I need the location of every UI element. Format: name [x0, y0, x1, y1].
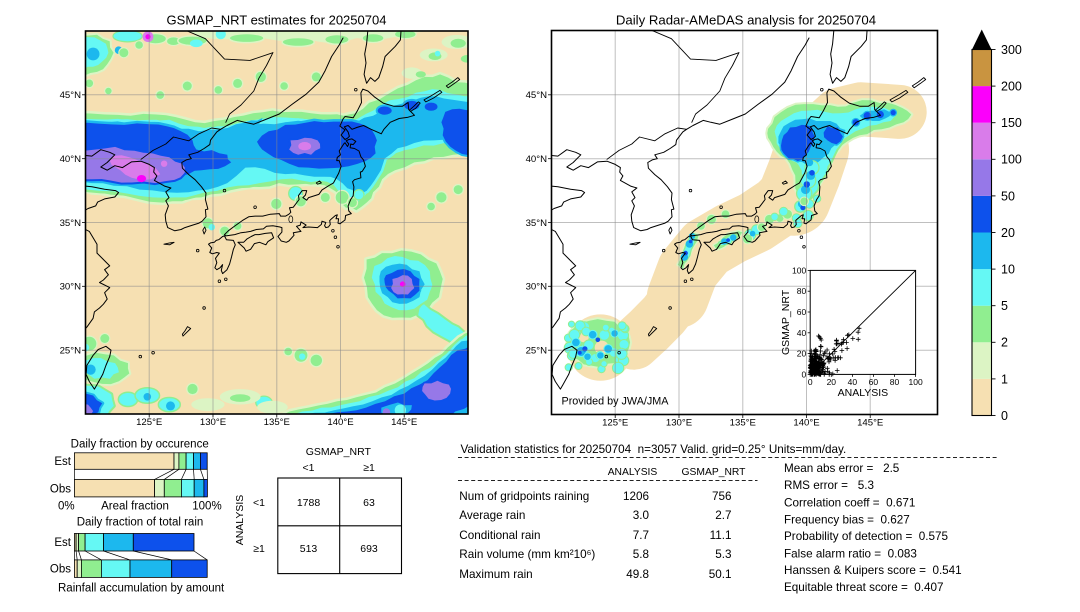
svg-text:5.8: 5.8	[633, 548, 649, 561]
svg-text:Daily Radar-AMeDAS analysis fo: Daily Radar-AMeDAS analysis for 20250704	[616, 13, 876, 28]
svg-text:Provided by JWA/JMA: Provided by JWA/JMA	[562, 396, 670, 408]
svg-text:0: 0	[1001, 409, 1008, 423]
svg-text:60: 60	[869, 377, 879, 387]
svg-text:Obs: Obs	[50, 484, 71, 496]
svg-text:ANALYSIS: ANALYSIS	[608, 467, 658, 478]
svg-text:Maximum rain: Maximum rain	[459, 568, 532, 581]
svg-text:693: 693	[360, 543, 378, 555]
svg-text:40: 40	[797, 328, 807, 338]
svg-text:1788: 1788	[297, 497, 321, 509]
svg-text:60: 60	[797, 307, 807, 317]
svg-text:Equitable threat score = 0.40: Equitable threat score = 0.407	[784, 581, 944, 594]
svg-text:Frequency bias = 0.627: Frequency bias = 0.627	[784, 513, 910, 526]
svg-text:Mean abs error = 2.5: Mean abs error = 2.5	[784, 462, 900, 475]
svg-text:10: 10	[1001, 263, 1015, 277]
svg-text:50: 50	[1001, 189, 1015, 203]
svg-text:Daily fraction by occurence: Daily fraction by occurence	[71, 439, 209, 451]
svg-text:3.0: 3.0	[633, 509, 650, 522]
svg-text:40: 40	[848, 377, 858, 387]
svg-text:ANALYSIS: ANALYSIS	[234, 495, 246, 546]
svg-text:145°E: 145°E	[857, 418, 883, 429]
svg-text:135°E: 135°E	[730, 418, 756, 429]
svg-text:200: 200	[1001, 80, 1022, 94]
svg-text:100: 100	[909, 377, 923, 387]
svg-text:80: 80	[797, 286, 807, 296]
svg-text:100: 100	[1001, 153, 1022, 167]
svg-text:130°E: 130°E	[666, 418, 692, 429]
svg-text:Est: Est	[54, 537, 71, 549]
svg-text:Correlation coeff = 0.671: Correlation coeff = 0.671	[784, 496, 915, 509]
svg-text:Conditional rain: Conditional rain	[459, 529, 540, 542]
svg-text:Average rain: Average rain	[459, 509, 525, 522]
svg-text:2: 2	[1001, 336, 1008, 350]
svg-text:≥1: ≥1	[363, 462, 375, 474]
svg-text:130°E: 130°E	[200, 417, 226, 428]
svg-text:ANALYSIS: ANALYSIS	[838, 387, 889, 399]
svg-text:7.7: 7.7	[633, 529, 649, 542]
svg-text:Probability of detection = 0.: Probability of detection = 0.575	[784, 530, 949, 543]
svg-text:Daily fraction of total rain: Daily fraction of total rain	[77, 517, 204, 529]
svg-text:35°N: 35°N	[60, 218, 82, 229]
svg-text:80: 80	[890, 377, 900, 387]
svg-text:<1: <1	[253, 497, 265, 509]
svg-text:40°N: 40°N	[526, 154, 548, 165]
svg-text:49.8: 49.8	[626, 568, 649, 581]
svg-text:GSMAP_NRT: GSMAP_NRT	[682, 467, 747, 478]
svg-text:False alarm ratio = 0.083: False alarm ratio = 0.083	[784, 547, 917, 560]
svg-text:63: 63	[363, 497, 375, 509]
svg-text:100: 100	[792, 265, 806, 275]
svg-text:RMS error = 5.3: RMS error = 5.3	[784, 479, 874, 492]
svg-text:756: 756	[712, 490, 732, 503]
svg-text:300: 300	[1001, 43, 1022, 57]
svg-text:25°N: 25°N	[60, 346, 82, 357]
svg-text:35°N: 35°N	[526, 218, 548, 229]
svg-text:25°N: 25°N	[526, 346, 548, 357]
svg-text:145°E: 145°E	[391, 417, 417, 428]
svg-text:513: 513	[300, 543, 318, 555]
svg-text:Rainfall accumulation by amoun: Rainfall accumulation by amount	[58, 583, 225, 595]
svg-text:45°N: 45°N	[60, 90, 82, 101]
svg-text:Est: Est	[54, 456, 71, 468]
svg-text:140°E: 140°E	[793, 418, 819, 429]
svg-text:20: 20	[797, 349, 807, 359]
svg-text:5: 5	[1001, 299, 1008, 313]
svg-text:125°E: 125°E	[602, 418, 628, 429]
svg-text:0: 0	[808, 377, 813, 387]
svg-text:125°E: 125°E	[136, 417, 162, 428]
svg-text:<1: <1	[303, 462, 315, 474]
svg-text:50.1: 50.1	[709, 568, 732, 581]
svg-text:30°N: 30°N	[60, 282, 82, 293]
svg-text:100%: 100%	[192, 501, 221, 513]
svg-text:≥1: ≥1	[253, 543, 265, 555]
svg-text:Validation statistics for 2025: Validation statistics for 20250704 n=305…	[461, 443, 847, 456]
svg-text:0%: 0%	[58, 501, 75, 513]
svg-text:30°N: 30°N	[526, 282, 548, 293]
svg-text:Obs: Obs	[50, 564, 71, 576]
svg-text:5.3: 5.3	[715, 548, 731, 561]
svg-text:GSMAP_NRT: GSMAP_NRT	[306, 446, 372, 458]
svg-text:Areal fraction: Areal fraction	[101, 501, 169, 513]
svg-text:20: 20	[827, 377, 837, 387]
svg-text:0: 0	[801, 369, 806, 379]
svg-text:40°N: 40°N	[60, 154, 82, 165]
svg-text:20: 20	[1001, 226, 1015, 240]
svg-text:140°E: 140°E	[327, 417, 353, 428]
svg-text:1206: 1206	[623, 490, 649, 503]
svg-text:Rain volume (mm km²10⁶): Rain volume (mm km²10⁶)	[459, 548, 595, 561]
svg-text:GSMAP_NRT estimates for 202507: GSMAP_NRT estimates for 20250704	[167, 13, 387, 28]
svg-text:GSMAP_NRT: GSMAP_NRT	[780, 289, 792, 355]
svg-text:Num of gridpoints raining: Num of gridpoints raining	[459, 490, 589, 503]
svg-text:2.7: 2.7	[715, 509, 731, 522]
svg-text:1: 1	[1001, 372, 1008, 386]
svg-text:45°N: 45°N	[526, 90, 548, 101]
svg-text:Hanssen & Kuipers score = 0.5: Hanssen & Kuipers score = 0.541	[784, 564, 962, 577]
svg-text:150: 150	[1001, 116, 1022, 130]
svg-text:11.1: 11.1	[710, 529, 732, 542]
svg-text:135°E: 135°E	[264, 417, 290, 428]
